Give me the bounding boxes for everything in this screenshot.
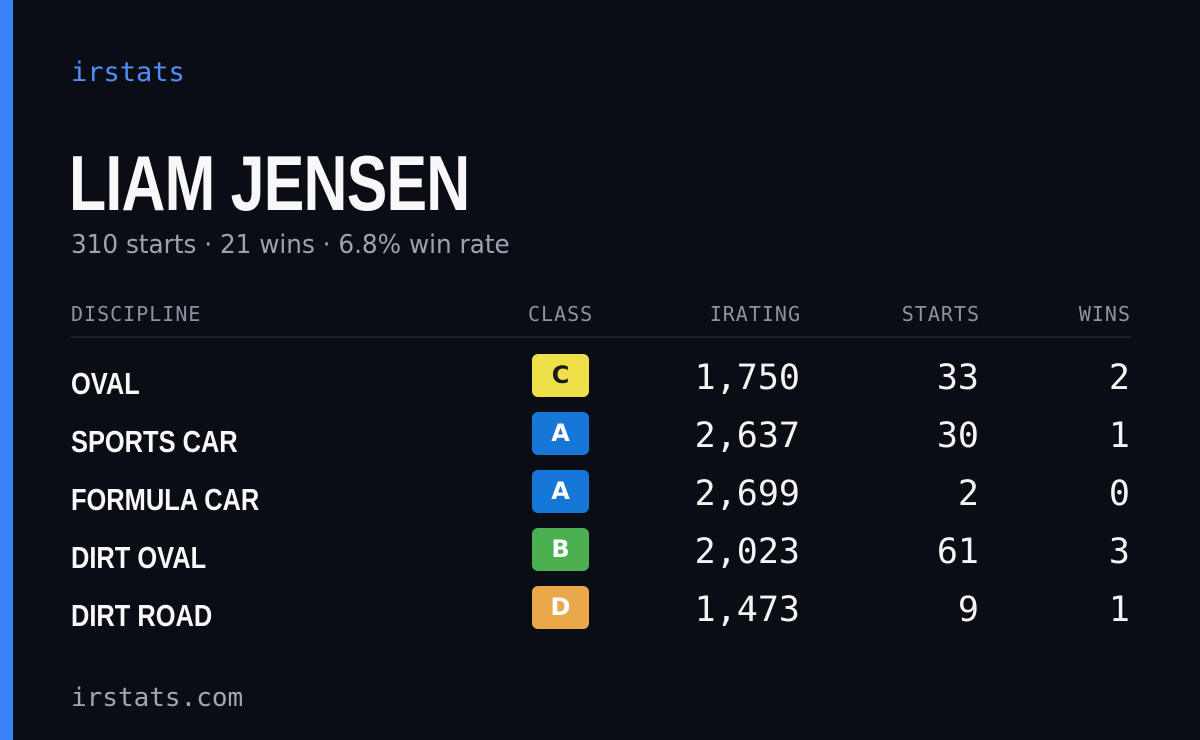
driver-name: LIAM JENSEN <box>69 139 470 227</box>
driver-summary: 310 starts · 21 wins · 6.8% win rate <box>71 230 510 260</box>
class-badge: B <box>532 528 589 571</box>
discipline-name: DIRT ROAD <box>71 598 213 633</box>
irating-value: 1,750 <box>694 358 800 398</box>
table-rows: OVAL C 1,750 33 2 SPORTS CAR A 2,637 30 … <box>71 354 1131 644</box>
starts-value: 33 <box>936 358 979 398</box>
wins-value: 1 <box>1108 416 1130 456</box>
starts-value: 9 <box>957 590 979 630</box>
discipline-name: SPORTS CAR <box>71 424 238 459</box>
header-irating: IRATING <box>709 302 801 326</box>
class-badge: D <box>532 586 589 629</box>
starts-value: 61 <box>936 532 979 572</box>
wins-value: 3 <box>1108 532 1130 572</box>
irating-value: 2,699 <box>694 474 800 514</box>
table-row: DIRT OVAL B 2,023 61 3 <box>71 528 1131 586</box>
table-row: OVAL C 1,750 33 2 <box>71 354 1131 412</box>
starts-value: 2 <box>957 474 979 514</box>
table-row: SPORTS CAR A 2,637 30 1 <box>71 412 1131 470</box>
wins-value: 0 <box>1108 474 1130 514</box>
class-badge: A <box>532 412 589 455</box>
wins-value: 1 <box>1108 590 1130 630</box>
class-badge: C <box>532 354 589 397</box>
footer-url[interactable]: irstats.com <box>71 683 244 713</box>
class-badge: A <box>532 470 589 513</box>
irating-value: 1,473 <box>694 590 800 630</box>
irating-value: 2,023 <box>694 532 800 572</box>
discipline-name: FORMULA CAR <box>71 482 260 517</box>
wins-value: 2 <box>1108 358 1130 398</box>
brand-logo-text[interactable]: irstats <box>71 57 185 88</box>
discipline-name: OVAL <box>71 366 140 401</box>
stats-table: DISCIPLINE CLASS IRATING STARTS WINS OVA… <box>71 298 1131 644</box>
header-starts: STARTS <box>901 302 980 326</box>
header-wins: WINS <box>1078 302 1131 326</box>
table-header: DISCIPLINE CLASS IRATING STARTS WINS <box>71 298 1131 338</box>
irating-value: 2,637 <box>694 416 800 456</box>
discipline-name: DIRT OVAL <box>71 540 207 575</box>
header-discipline: DISCIPLINE <box>71 302 202 326</box>
table-row: FORMULA CAR A 2,699 2 0 <box>71 470 1131 528</box>
header-class: CLASS <box>528 302 594 326</box>
table-row: DIRT ROAD D 1,473 9 1 <box>71 586 1131 644</box>
starts-value: 30 <box>936 416 979 456</box>
accent-bar <box>0 0 13 740</box>
